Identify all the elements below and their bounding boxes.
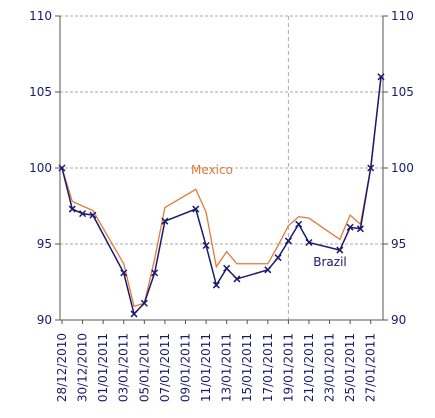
y2-tick-label: 110 [391, 9, 414, 23]
point-marker [356, 225, 364, 233]
y2-tick-label: 100 [391, 161, 414, 175]
x-tick-label: 07/01/2011 [158, 333, 172, 402]
x-tick-label: 15/01/2011 [240, 333, 254, 402]
point-marker [223, 264, 231, 272]
point-marker [212, 281, 220, 289]
point-marker [274, 254, 282, 262]
x-tick-label: 17/01/2011 [261, 333, 275, 402]
series-line [61, 76, 382, 308]
x-tick-label: 27/01/2011 [364, 333, 378, 402]
point-marker [367, 164, 375, 172]
x-tick-label: 01/01/2011 [96, 333, 110, 402]
point-marker [284, 237, 292, 245]
y2-tick-label: 105 [391, 85, 414, 99]
series-line [61, 76, 382, 316]
x-tick-label: 21/01/2011 [302, 333, 316, 402]
x-tick-label: 19/01/2011 [281, 333, 295, 402]
point-marker [336, 246, 344, 254]
x-tick-label: 25/01/2011 [343, 333, 357, 402]
y-tick-label: 105 [29, 85, 52, 99]
series-label: Brazil [313, 255, 347, 269]
x-tick-label: 05/01/2011 [137, 333, 151, 402]
x-tick-label: 03/01/2011 [117, 333, 131, 402]
y2-tick-label: 90 [391, 313, 406, 327]
y-tick-label: 110 [29, 9, 52, 23]
point-marker [305, 238, 313, 247]
point-marker [151, 269, 159, 277]
point-marker [295, 220, 303, 228]
x-tick-label: 13/01/2011 [220, 333, 234, 402]
point-marker [233, 275, 241, 283]
x-tick-label: 11/01/2011 [199, 333, 213, 402]
x-tick-label: 23/01/2011 [323, 333, 337, 402]
point-marker [192, 205, 200, 213]
series-label: Mexico [191, 163, 233, 177]
point-marker [140, 299, 148, 307]
point-marker [68, 205, 76, 213]
y-tick-label: 95 [37, 237, 52, 251]
point-marker [264, 266, 272, 274]
point-marker [377, 73, 385, 81]
x-tick-label: 28/12/2010 [55, 333, 69, 402]
point-marker [120, 269, 128, 277]
y2-tick-label: 95 [391, 237, 406, 251]
y-tick-label: 100 [29, 161, 52, 175]
point-marker [346, 223, 354, 231]
point-marker [161, 217, 169, 225]
y-tick-label: 90 [37, 313, 52, 327]
x-tick-label: 09/01/2011 [178, 333, 192, 402]
x-tick-label: 30/12/2010 [76, 333, 90, 402]
point-marker [58, 164, 66, 172]
point-marker [89, 211, 97, 219]
point-marker [79, 210, 87, 218]
point-marker [130, 310, 138, 318]
point-marker [202, 241, 210, 250]
